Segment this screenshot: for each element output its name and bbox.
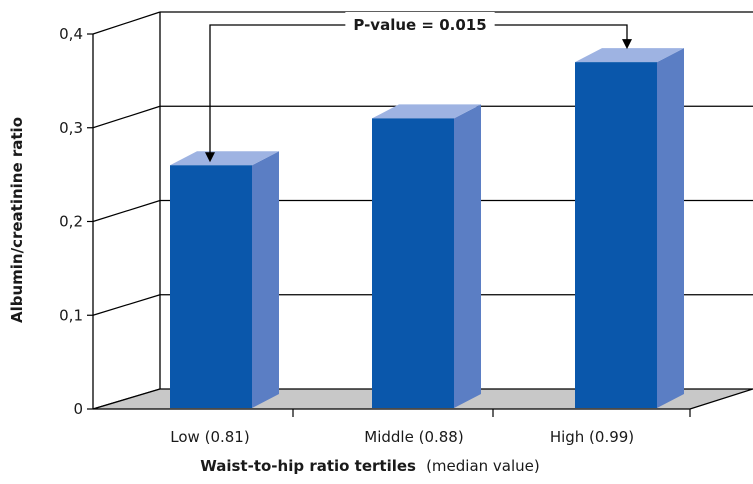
bar — [372, 104, 481, 408]
y-tick-label: 0 — [73, 400, 83, 418]
p-value-label: P-value = 0.015 — [353, 16, 486, 34]
annotation-label-bg — [345, 12, 495, 38]
bars — [170, 48, 684, 408]
y-tick-labels: 0 0,1 0,2 0,3 0,4 — [59, 25, 83, 418]
annotation-connector-left — [209, 24, 346, 154]
bar-front — [372, 118, 454, 408]
y-tick-label: 0,4 — [59, 25, 83, 43]
annotation-connector-right — [494, 24, 628, 41]
bar-top — [575, 48, 684, 63]
y-axis-title: Albumin/creatinine ratio — [8, 117, 26, 323]
x-category-label: High (0.99) — [550, 428, 634, 446]
y-tick-label: 0,2 — [59, 213, 83, 231]
p-value-annotation: P-value = 0.015 — [205, 12, 632, 163]
bar-side — [657, 48, 684, 408]
x-axis-title: Waist-to-hip ratio tertiles (median valu… — [200, 456, 540, 475]
bar-front — [575, 62, 657, 408]
gridline-side — [92, 11, 161, 35]
x-category-labels: Low (0.81) Middle (0.88) High (0.99) — [170, 428, 634, 446]
axes — [87, 12, 691, 417]
y-tick-label: 0,3 — [59, 119, 83, 137]
bar-top — [170, 151, 279, 166]
y-tick-label: 0,1 — [59, 306, 83, 324]
bar-side — [252, 151, 279, 408]
bar-top — [372, 104, 481, 119]
arrowhead-right — [622, 39, 632, 50]
gridline-side — [92, 105, 161, 129]
x-category-label: Middle (0.88) — [364, 428, 463, 446]
bar-side — [454, 104, 481, 408]
x-axis-title-main: Waist-to-hip ratio tertiles — [200, 457, 416, 475]
bar — [170, 151, 279, 408]
arrowhead-left — [205, 152, 215, 163]
bar-front — [170, 165, 252, 408]
x-axis-title-note: (median value) — [426, 457, 540, 475]
gridline-side — [92, 294, 161, 316]
bar — [575, 48, 684, 408]
x-category-label: Low (0.81) — [170, 428, 249, 446]
gridline-side — [92, 199, 161, 223]
